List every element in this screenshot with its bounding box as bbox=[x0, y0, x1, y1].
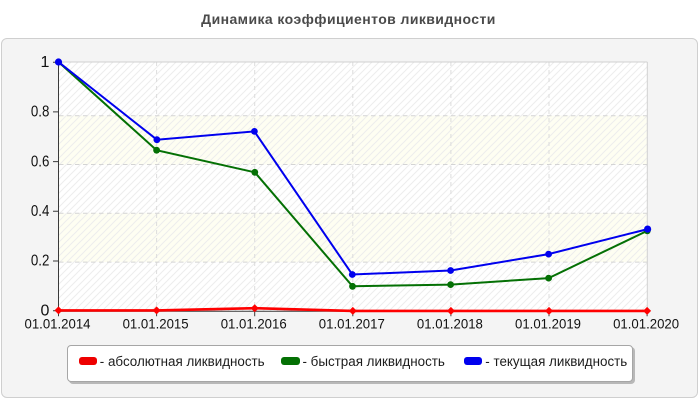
svg-text:01.01.2016: 01.01.2016 bbox=[221, 316, 287, 332]
svg-text:0.6: 0.6 bbox=[31, 153, 50, 170]
svg-text:01.01.2019: 01.01.2019 bbox=[515, 316, 581, 332]
svg-text:0.4: 0.4 bbox=[31, 203, 50, 220]
svg-text:01.01.2015: 01.01.2015 bbox=[123, 316, 189, 332]
svg-text:01.01.2020: 01.01.2020 bbox=[613, 316, 679, 332]
svg-text:01.01.2017: 01.01.2017 bbox=[319, 316, 385, 332]
svg-text:01.01.2014: 01.01.2014 bbox=[25, 316, 91, 332]
svg-text:1: 1 bbox=[40, 54, 49, 71]
svg-text:01.01.2018: 01.01.2018 bbox=[417, 316, 483, 332]
svg-text:0.8: 0.8 bbox=[31, 104, 50, 121]
svg-text:0: 0 bbox=[40, 303, 49, 320]
svg-text:0.2: 0.2 bbox=[31, 253, 50, 270]
